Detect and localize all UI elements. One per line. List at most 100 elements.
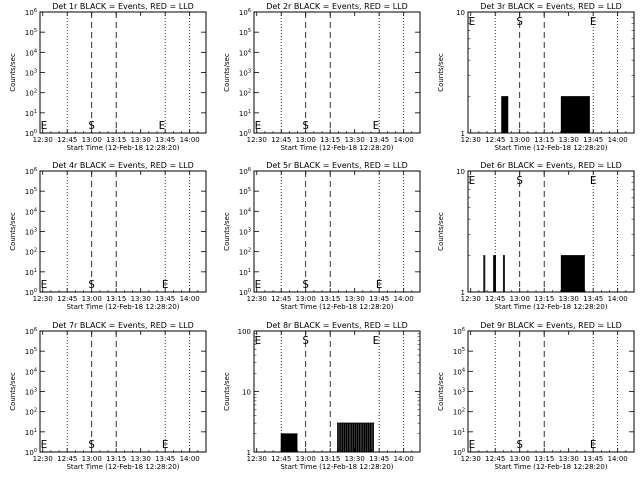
x-tick-label: 13:45 [583,136,603,144]
y-tick-label: 104 [25,48,37,57]
y-axis-label: Counts/sec [437,212,445,251]
y-axis-label: Counts/sec [9,212,17,251]
y-tick-label: 1 [461,130,465,138]
x-tick-label: 13:30 [345,455,365,463]
marker-end-left: E [255,278,262,291]
marker-end-left: E [469,174,476,187]
x-tick-label: 12:30 [461,295,481,303]
y-tick-label: 100 [239,129,251,138]
x-tick-label: 13:15 [106,136,126,144]
event-trace [337,422,375,452]
y-tick-label: 1 [461,289,465,297]
y-tick-label: 102 [25,89,37,98]
chart-title: Det 7r BLACK = Events, RED = LLD [52,321,194,330]
marker-end-right: E [590,174,597,187]
y-tick-label: 105 [25,347,37,356]
y-tick-label: 106 [25,8,37,17]
y-tick-label: 10 [456,168,465,176]
x-tick-label: 13:00 [510,295,530,303]
y-tick-label: 103 [25,69,37,78]
y-tick-label: 101 [239,268,251,277]
y-tick-label: 105 [25,187,37,196]
marker-start: S [302,119,309,132]
x-tick-label: 13:00 [296,455,316,463]
y-tick-label: 105 [239,28,251,37]
x-tick-label: 13:45 [155,295,175,303]
chart-panel-6: Det 6r BLACK = Events, RED = LLD 12:30 12:… [437,161,635,311]
x-tick-label: 13:15 [320,295,340,303]
y-axis-label: Counts/sec [437,53,445,92]
y-tick-label: 106 [239,167,251,176]
marker-end-right: E [162,438,169,451]
y-tick-label: 100 [238,328,251,336]
x-tick-label: 13:00 [82,295,102,303]
marker-start: S [516,438,523,451]
x-axis-label: Start Time (12-Feb-18 12:28:20) [280,463,393,471]
y-axis-label: Counts/sec [437,372,445,411]
y-axis-label: Counts/sec [9,53,17,92]
event-trace [493,255,496,292]
y-tick-label: 102 [453,408,465,417]
x-tick-label: 13:00 [82,136,102,144]
event-trace [501,96,509,133]
marker-end-left: E [255,334,262,347]
chart-title: Det 6r BLACK = Events, RED = LLD [480,161,622,170]
y-tick-label: 104 [239,48,251,57]
chart-panel-4: Det 4r BLACK = Events, RED = LLD 12:30 12:… [9,161,207,311]
marker-end-left: E [469,438,476,451]
x-tick-label: 13:45 [369,455,389,463]
marker-start: S [516,174,523,187]
x-axis-label: Start Time (12-Feb-18 12:28:20) [494,144,607,152]
x-axis-label: Start Time (12-Feb-18 12:28:20) [280,303,393,311]
chart-panel-5: Det 5r BLACK = Events, RED = LLD 12:30 12:… [223,161,421,311]
y-tick-label: 100 [239,288,251,297]
plot-frame [253,11,421,134]
y-tick-label: 103 [453,388,465,397]
x-tick-label: 12:30 [247,136,267,144]
plot-frame [253,330,421,453]
y-tick-label: 105 [25,28,37,37]
y-tick-label: 100 [25,448,37,457]
chart-panel-2: Det 2r BLACK = Events, RED = LLD 12:30 12:… [223,2,421,152]
plot-frame [467,170,635,293]
chart-title: Det 8r BLACK = Events, RED = LLD [266,321,408,330]
plot-frame [39,11,207,134]
x-tick-label: 12:45 [57,455,77,463]
x-tick-label: 13:15 [534,136,554,144]
y-tick-label: 104 [239,207,251,216]
y-tick-label: 100 [25,129,37,138]
marker-end-left: E [41,119,48,132]
chart-title: Det 3r BLACK = Events, RED = LLD [480,2,622,11]
y-tick-label: 100 [453,448,465,457]
marker-start: S [302,334,309,347]
x-tick-label: 14:00 [608,136,628,144]
y-tick-label: 102 [239,89,251,98]
x-tick-label: 14:00 [608,455,628,463]
x-tick-label: 12:30 [461,136,481,144]
x-tick-label: 13:30 [559,136,579,144]
marker-start: S [88,119,95,132]
chart-panel-9: Det 9r BLACK = Events, RED = LLD 12:30 12:… [437,321,635,471]
x-tick-label: 13:30 [559,455,579,463]
marker-end-right: E [373,334,380,347]
x-tick-label: 12:45 [271,136,291,144]
chart-title: Det 1r BLACK = Events, RED = LLD [52,2,194,11]
x-tick-label: 13:45 [155,455,175,463]
x-tick-label: 13:15 [320,136,340,144]
x-axis-label: Start Time (12-Feb-18 12:28:20) [66,144,179,152]
x-tick-label: 13:00 [296,295,316,303]
x-tick-label: 13:30 [345,136,365,144]
x-tick-label: 12:45 [485,455,505,463]
y-tick-label: 103 [239,228,251,237]
marker-end-right: E [376,278,383,291]
y-tick-label: 103 [25,388,37,397]
marker-end-left: E [469,15,476,28]
x-tick-label: 12:30 [33,455,53,463]
y-axis-label: Counts/sec [223,53,231,92]
x-axis-label: Start Time (12-Feb-18 12:28:20) [494,303,607,311]
marker-end-left: E [41,438,48,451]
plot-frame [467,330,635,453]
x-tick-label: 13:15 [106,295,126,303]
x-tick-label: 14:00 [180,136,200,144]
event-trace [502,255,505,292]
